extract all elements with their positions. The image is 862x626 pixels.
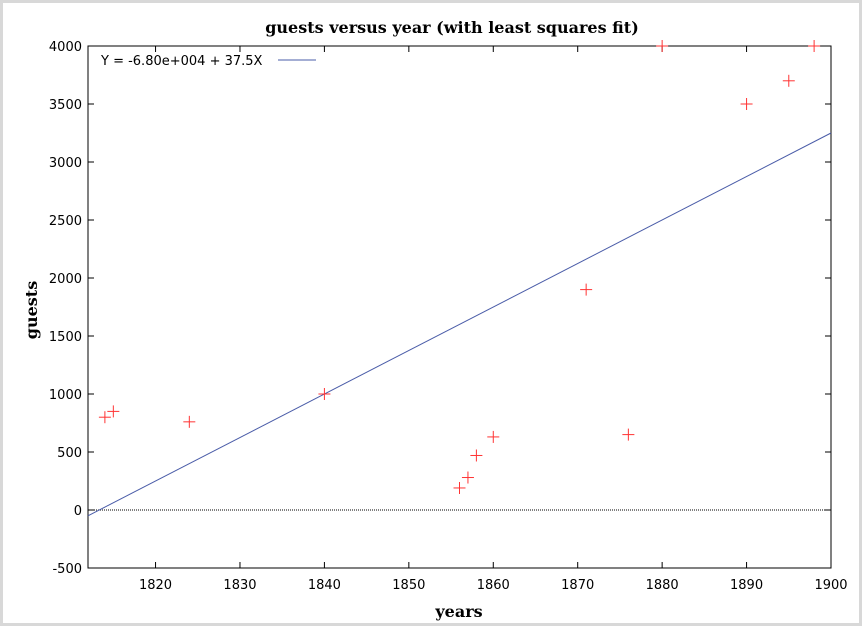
x-axis: 1820 1830 1840 1850 1860 1870 1880 1890 1900 [139, 46, 848, 593]
data-point [580, 283, 593, 296]
plot-area [87, 45, 832, 569]
data-point [470, 449, 483, 462]
y-tick-label: -500 [52, 562, 82, 577]
y-tick-label: 0 [74, 504, 82, 519]
x-axis-label: years [434, 602, 482, 621]
data-point [318, 388, 331, 400]
x-tick-label: 1890 [730, 578, 763, 593]
x-tick-label: 1870 [561, 578, 594, 593]
data-points [98, 40, 821, 494]
data-point [461, 471, 474, 484]
y-tick-label: 2000 [49, 272, 82, 287]
y-tick-label: 1500 [49, 330, 82, 345]
data-point [782, 74, 795, 87]
data-point [487, 430, 500, 443]
data-point [740, 98, 753, 110]
y-tick-label: 1000 [49, 388, 82, 403]
y-axis-label: guests [22, 281, 41, 339]
y-tick-label: 3000 [49, 156, 82, 171]
data-point [107, 405, 120, 418]
x-tick-label: 1900 [814, 578, 847, 593]
y-axis: -500 0 500 1000 1500 2000 2500 3000 3500 4000 [49, 40, 831, 577]
x-tick-label: 1820 [139, 578, 172, 593]
x-tick-label: 1860 [477, 578, 510, 593]
legend-label: Y = -6.80e+004 + 37.5X [100, 54, 263, 69]
data-point [453, 481, 466, 494]
fit-line-path [87, 132, 832, 517]
data-point [808, 40, 821, 52]
y-tick-label: 3500 [49, 98, 82, 113]
chart-title: guests versus year (with least squares f… [265, 18, 639, 37]
data-point [98, 411, 111, 424]
x-tick-label: 1830 [223, 578, 256, 593]
x-tick-label: 1840 [308, 578, 341, 593]
fit-line [87, 132, 832, 517]
y-tick-label: 4000 [49, 40, 82, 55]
x-tick-label: 1880 [646, 578, 679, 593]
data-point [656, 40, 669, 52]
data-point [183, 415, 196, 428]
y-tick-label: 2500 [49, 214, 82, 229]
data-point [622, 428, 635, 441]
x-tick-label: 1850 [392, 578, 425, 593]
y-tick-label: 500 [57, 446, 82, 461]
legend: Y = -6.80e+004 + 37.5X [100, 54, 316, 69]
